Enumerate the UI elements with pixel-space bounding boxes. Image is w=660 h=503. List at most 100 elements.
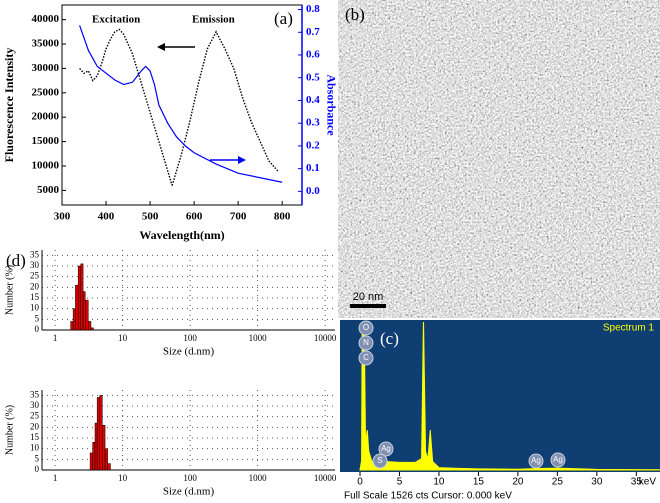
panel-label: (b): [345, 5, 365, 24]
y-tick-label: 0: [35, 464, 40, 474]
y-tick-label: 0: [35, 324, 40, 334]
peak-label: Ag: [531, 456, 541, 465]
y2-tick-label: 0.2: [306, 139, 320, 151]
peak-marker: [528, 453, 544, 469]
y2-tick-label: 0.5: [306, 71, 320, 83]
y-tick-label: 15: [30, 292, 40, 302]
series-line: [171, 30, 279, 186]
bar: [99, 395, 103, 471]
tem-image: [338, 0, 660, 318]
x-tick-label: 10: [118, 473, 128, 483]
bar: [96, 397, 101, 471]
y-axis-title: Number (%): [4, 405, 15, 455]
peak-label: Ag: [381, 444, 391, 453]
series-line: [79, 28, 173, 186]
y-axis-title: Fluorescence Intensity: [2, 48, 16, 163]
y-axis-title: Number (%): [4, 265, 15, 315]
y-tick-label: 25: [30, 271, 40, 281]
series-label: Emission: [192, 14, 235, 26]
x-tick-label: 700: [230, 211, 247, 223]
spectrum-group: [359, 322, 660, 471]
x-tick-label: 100: [183, 333, 197, 343]
peak-marker: [358, 350, 374, 366]
x-tick-label: 10000: [314, 473, 337, 483]
arrow-head: [157, 43, 165, 51]
series-line: [79, 25, 283, 183]
y2-axis-title: Absorbance: [324, 74, 338, 136]
x-tick-label: 500: [142, 211, 159, 223]
peak-label: C: [363, 353, 369, 362]
y-tick-label: 35000: [32, 38, 60, 50]
peak-marker: [378, 441, 394, 457]
panel-label: (d): [6, 251, 26, 270]
bar: [70, 321, 74, 331]
y-tick-label: 25000: [32, 86, 60, 98]
peak-marker: [358, 320, 374, 336]
x-tick-label: 10000: [314, 333, 337, 343]
scale-bar: [350, 304, 386, 308]
x-tick-label: 15: [473, 477, 485, 488]
bar: [94, 422, 98, 471]
peak-marker: [372, 453, 388, 469]
series-label: Excitation: [92, 14, 140, 26]
x-tick-label: 0: [357, 477, 363, 488]
y-tick-label: 30: [30, 260, 40, 270]
x-axis-title: Size (d.nm): [163, 346, 215, 358]
y2-tick-label: 0.7: [306, 26, 320, 38]
x-tick-label: 1: [53, 473, 58, 483]
y-tick-label: 35: [30, 249, 40, 259]
x-tick-label: 1000: [249, 473, 268, 483]
x-tick-label: 1000: [249, 333, 268, 343]
y-tick-label: 10: [30, 443, 40, 453]
x-tick-label: 35: [631, 477, 643, 488]
arrow-head: [238, 156, 246, 164]
y-tick-label: 35: [30, 389, 40, 399]
y-tick-label: 20000: [32, 111, 60, 123]
footer: Full Scale 1526 cts Cursor: 0.000 keV: [344, 491, 512, 502]
y-tick-label: 30: [30, 400, 40, 410]
x-tick-label: 5: [397, 477, 403, 488]
y-tick-label: 5: [35, 453, 40, 463]
x-tick-label: 20: [512, 477, 524, 488]
peak-label: S: [377, 456, 382, 465]
bar: [77, 265, 82, 331]
y-tick-label: 30000: [32, 62, 60, 74]
x-axis-title: keV: [639, 477, 657, 488]
x-axis-title: Size (d.nm): [163, 486, 215, 498]
y-tick-label: 20: [30, 421, 40, 431]
x-tick-label: 1: [53, 333, 58, 343]
y-tick-label: 40000: [32, 13, 60, 25]
x-tick-label: 300: [54, 211, 71, 223]
bar: [90, 327, 94, 331]
bar: [107, 463, 111, 471]
y-tick-label: 5: [35, 313, 40, 323]
subtitle: Spectrum 1: [603, 323, 655, 334]
spectrum-area: [359, 322, 660, 471]
bar: [102, 424, 106, 471]
x-tick-label: 25: [552, 477, 564, 488]
y-tick-label: 15000: [32, 135, 60, 147]
axis-strip: [340, 472, 660, 503]
peak-label: O: [363, 323, 369, 332]
y-tick-label: 5000: [37, 184, 60, 196]
bar: [92, 442, 96, 471]
x-tick-label: 400: [98, 211, 115, 223]
y2-tick-label: 0.8: [306, 3, 320, 15]
panel-label: (c): [380, 329, 399, 348]
y2-tick-label: 0.3: [306, 117, 320, 129]
x-tick-label: 600: [186, 211, 203, 223]
y2-tick-label: 0.0: [306, 185, 320, 197]
x-tick-label: 100: [183, 473, 197, 483]
x-tick-label: 30: [591, 477, 603, 488]
y-tick-label: 10000: [32, 160, 60, 172]
peak-label: Ag: [553, 455, 563, 464]
y-tick-label: 10: [30, 303, 40, 313]
y2-tick-label: 0.1: [306, 162, 320, 174]
peak-label: N: [363, 338, 369, 347]
bar: [75, 284, 79, 331]
bar: [80, 263, 84, 331]
y-tick-label: 25: [30, 411, 40, 421]
bar: [82, 291, 86, 331]
